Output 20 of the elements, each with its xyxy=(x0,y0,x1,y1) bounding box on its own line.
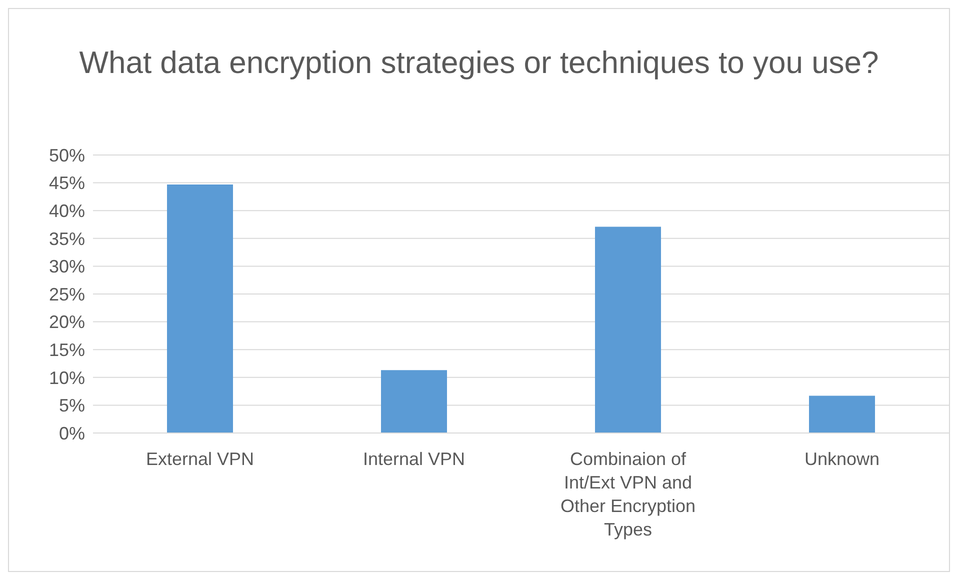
y-tick-label: 15% xyxy=(48,340,85,360)
bar xyxy=(167,184,233,433)
bar xyxy=(809,396,875,433)
x-tick-label: External VPN xyxy=(146,449,254,470)
x-tick-label: Internal VPN xyxy=(362,449,466,470)
bar xyxy=(595,226,661,433)
y-tick-label: 35% xyxy=(48,228,85,249)
y-tick-label: 10% xyxy=(48,368,85,388)
y-tick-label: 30% xyxy=(48,256,85,277)
y-tick-label: 50% xyxy=(48,145,85,166)
y-tick-label: 0% xyxy=(58,423,85,444)
x-tick-label: Unknown xyxy=(804,449,880,470)
x-tick-label: Combinaion of Int/Ext VPN and Other Encryption Types xyxy=(560,449,696,540)
y-tick-label: 40% xyxy=(48,200,85,221)
y-tick-label: 25% xyxy=(48,284,85,304)
chart-title: What data encryption strategies or techniques to you use? xyxy=(79,44,879,82)
y-tick-label: 20% xyxy=(48,312,85,332)
y-tick-label: 45% xyxy=(48,173,85,194)
y-tick-label: 5% xyxy=(58,396,85,416)
bar xyxy=(381,370,447,433)
